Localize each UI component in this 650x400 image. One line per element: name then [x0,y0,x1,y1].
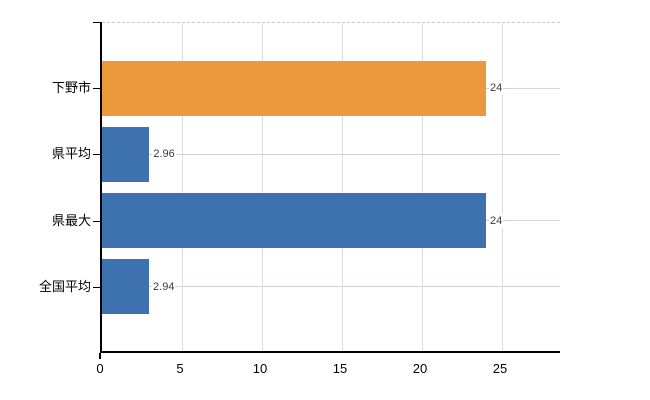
axis-zero-tick-mark [99,353,101,359]
bar [102,259,150,315]
x-tick-label: 10 [252,361,268,376]
row-gridline [102,286,560,288]
bar-value-label: 24 [489,81,504,96]
category-label: 県平均 [51,146,91,162]
category-label: 下野市 [51,80,91,96]
vertical-gridline [261,22,263,351]
vertical-gridline [181,22,183,351]
category-tick-mark [93,154,100,156]
axis-top-tick-mark [93,22,100,23]
bar [102,193,486,249]
category-tick-mark [93,286,100,288]
bar-value-label: 2.94 [152,279,176,294]
vertical-gridline [501,22,503,351]
x-tick-label: 20 [412,361,428,376]
bar [102,60,486,116]
row-gridline [102,153,560,155]
vertical-gridline [341,22,343,351]
vertical-gridline [421,22,423,351]
category-label: 県最大 [51,212,91,228]
bar-value-label: 24 [489,213,504,228]
category-label: 全国平均 [38,278,91,294]
category-tick-mark [93,220,100,222]
x-tick-label: 15 [332,361,348,376]
category-tick-mark [93,88,100,90]
x-tick-label: 0 [96,361,104,376]
bar [102,126,150,182]
bar-value-label: 2.96 [152,147,176,162]
plot-top-boundary [102,22,560,23]
x-tick-label: 5 [176,361,184,376]
plot-area: 24 2.96 24 2.94 [100,22,560,353]
x-tick-label: 25 [492,361,508,376]
